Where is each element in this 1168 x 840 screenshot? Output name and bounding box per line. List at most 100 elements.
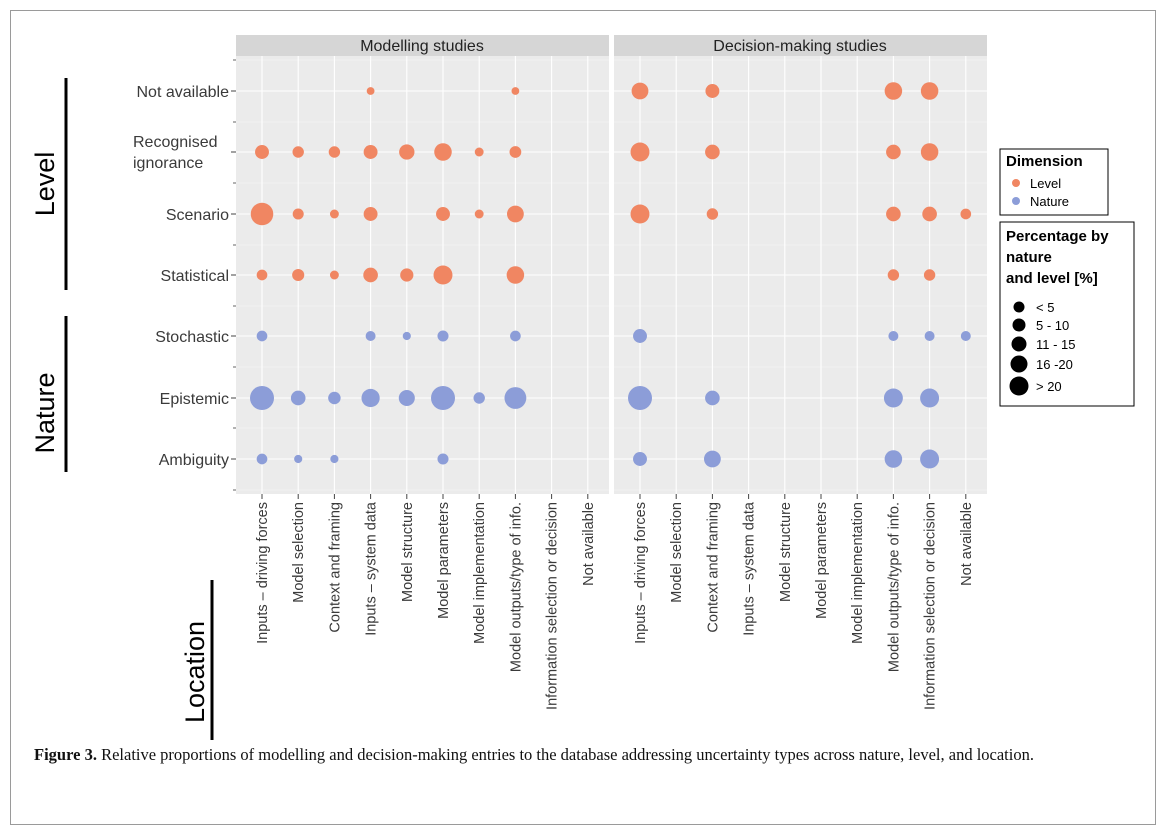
legend-size-label: 16 -20: [1036, 357, 1073, 372]
data-point: [920, 82, 939, 100]
x-tick-label: Model implementation: [472, 502, 488, 644]
y-tick-label: Recognised ignorance: [133, 134, 218, 172]
data-point: [402, 331, 411, 341]
x-tick-label: Information selection or decision: [923, 502, 939, 710]
x-tick-label: Inputs – system data: [364, 501, 380, 636]
data-point: [510, 330, 521, 342]
panel-strip-modelling: [236, 35, 609, 56]
nature-group-label: Nature: [30, 372, 60, 453]
data-point: [704, 450, 721, 468]
y-tick-label: Not available: [137, 84, 230, 101]
legend-size-title-3: and level [%]: [1006, 270, 1098, 287]
x-tick-label: Model outputs/type of info.: [886, 502, 902, 672]
data-point: [920, 388, 940, 408]
legend-size-label: < 5: [1036, 300, 1054, 315]
y-tick-label: Statistical: [161, 268, 229, 285]
legend-size-title-2: nature: [1006, 249, 1052, 266]
data-point: [329, 270, 339, 280]
data-point: [361, 388, 380, 408]
data-point: [437, 330, 449, 342]
legend-size-label: 5 - 10: [1036, 318, 1069, 333]
x-tick-labels: Inputs – driving forces Model selection Co…: [255, 494, 975, 710]
legend-dimension-title: Dimension: [1006, 153, 1083, 170]
data-point: [883, 388, 903, 408]
legend-size-swatch: [1009, 376, 1029, 396]
legend-size-swatch: [1012, 318, 1026, 332]
data-point: [290, 390, 306, 406]
legend-size-label: 11 - 15: [1036, 337, 1076, 352]
data-point: [473, 392, 485, 404]
legend-size-swatch: [1013, 301, 1025, 313]
y-tick-labels: Not available Recognised ignorance Scenario…: [133, 59, 236, 491]
legend-size-title-1: Percentage by: [1006, 228, 1109, 245]
data-point: [437, 453, 449, 465]
panel-title-decision: Decision-making studies: [713, 38, 886, 55]
x-tick-label: Model structure: [778, 502, 794, 602]
data-point: [920, 449, 940, 469]
data-point: [884, 82, 903, 100]
data-point: [256, 269, 268, 281]
data-point: [434, 143, 452, 161]
y-tick-label: Epistemic: [160, 391, 229, 408]
data-point: [705, 144, 720, 160]
data-point: [431, 386, 455, 410]
data-point: [436, 207, 450, 221]
data-point: [506, 266, 525, 284]
x-tick-label: Model parameters: [814, 502, 830, 619]
legend: Dimension Level Nature Percentage by nat…: [999, 148, 1135, 407]
data-point: [888, 331, 899, 341]
legend-size-swatch: [1011, 336, 1027, 352]
data-point: [250, 386, 274, 410]
data-point: [924, 331, 935, 341]
x-tick-label: Model structure: [400, 502, 416, 602]
data-point: [294, 454, 303, 464]
data-point: [631, 82, 649, 100]
data-point: [255, 145, 269, 159]
legend-level-swatch: [1012, 179, 1020, 187]
x-tick-label: Model selection: [291, 502, 307, 603]
x-tick-label: Not available: [959, 502, 975, 586]
data-point: [474, 147, 484, 157]
data-point: [630, 142, 650, 162]
data-point: [292, 208, 304, 220]
data-point: [705, 390, 720, 406]
data-point: [922, 206, 937, 222]
legend-size-swatch: [1010, 355, 1028, 373]
x-tick-label: Inputs – driving forces: [633, 502, 649, 644]
legend-nature-swatch: [1012, 197, 1020, 205]
y-tick-label: Scenario: [166, 207, 229, 224]
data-point: [250, 202, 274, 226]
data-point: [292, 268, 305, 282]
level-group-label: Level: [30, 152, 60, 217]
data-point: [630, 204, 650, 224]
gridlines: [236, 56, 987, 494]
x-tick-label: Model parameters: [436, 502, 452, 619]
data-point: [256, 453, 268, 465]
x-tick-label: Model outputs/type of info.: [508, 502, 524, 672]
data-point: [474, 209, 484, 219]
data-point: [329, 209, 339, 219]
data-point: [960, 331, 971, 341]
data-point: [633, 452, 647, 466]
x-tick-label: Inputs – system data: [742, 501, 758, 636]
data-point: [887, 269, 900, 281]
x-tick-label: Model implementation: [850, 502, 866, 644]
data-point: [960, 208, 972, 220]
data-point: [706, 208, 719, 220]
figure-caption: Figure 3. Relative proportions of modell…: [34, 744, 1134, 766]
data-point: [363, 145, 378, 159]
data-point: [328, 146, 341, 158]
data-point: [628, 386, 652, 410]
data-point: [256, 330, 268, 342]
data-point: [509, 146, 522, 158]
data-point: [920, 143, 939, 161]
y-tick-label: Stochastic: [155, 329, 229, 346]
data-point: [705, 84, 720, 98]
data-point: [511, 87, 520, 95]
data-point: [399, 144, 415, 160]
panel-strip-decision: [614, 35, 987, 56]
data-point: [398, 389, 415, 407]
data-point: [363, 267, 378, 283]
data-point: [886, 206, 901, 222]
data-point: [292, 146, 304, 158]
